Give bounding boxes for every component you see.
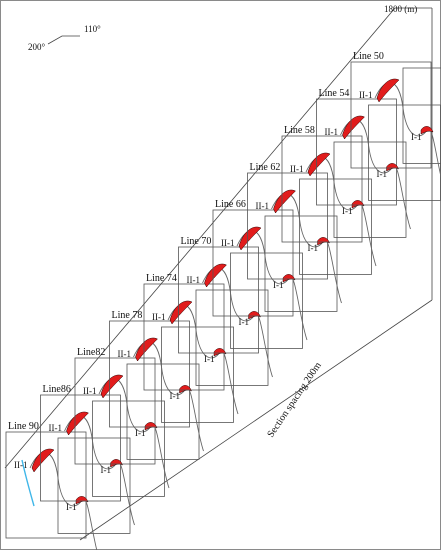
orebody-lower [386,163,399,172]
orebody-upper [31,448,55,473]
orebody-lower-label: I-1 [239,317,250,327]
section-10: Line 54 II-1 I-1 [316,88,441,230]
section-11: Line 50 II-1 I-1 [350,51,441,179]
orebody-lower [179,385,192,394]
top-envelope-edge [4,7,396,469]
orebody-lower [144,422,158,431]
line-label: Line 50 [353,51,384,62]
section-back-box [230,252,303,349]
section-box [350,61,432,169]
section-back-box [333,141,407,238]
section-back-box [161,326,234,423]
section-box [281,135,363,243]
orebody-upper-label: II-1 [49,423,63,433]
section-5: Line 74 II-1 I-1 [143,273,269,415]
orebody-upper [376,78,400,103]
orebody-upper-label: II-1 [290,164,304,174]
section-back-box [299,178,372,275]
spacing-label: Section spacing 200m [265,360,324,440]
orebody-lower-label: I-1 [342,206,353,216]
orebody-upper [135,337,158,362]
orebody-upper-label: II-1 [83,386,97,396]
orebody-lower-label: I-1 [66,502,77,512]
orebody-lower [75,496,89,505]
orebody-lower-label: I-1 [170,391,181,401]
line-label: Line 74 [146,273,177,284]
orebody-upper-label: II-1 [118,349,132,359]
orebody-upper [273,189,296,214]
line-label: Line 78 [112,310,143,321]
orebody-lower [248,311,261,320]
line-label: Line 62 [250,162,281,173]
section-box [178,246,259,354]
orebody-lower [213,348,227,357]
water-line [21,459,35,507]
orebody-upper-label: II-1 [221,238,235,248]
orebody-upper-label: II-1 [256,201,270,211]
line-label: Line86 [43,384,71,395]
orebody-lower-label: I-1 [135,428,146,438]
orebody-lower-label: I-1 [411,132,422,142]
orebody-upper [204,263,227,288]
line-label: Line 54 [319,88,350,99]
orebody-upper-label: II-1 [14,460,28,470]
section-box [109,320,190,428]
orebody-lower-label: I-1 [204,354,215,364]
orebody-upper-label: II-1 [325,127,339,137]
orebody-lower [317,237,330,246]
line-label: Line82 [77,347,105,358]
section-6: Line 70 II-1 I-1 [178,236,303,378]
orebody-upper [238,226,262,251]
section-back-box [92,400,165,497]
orebody-upper [169,300,193,325]
section-1: Line 90 II-1 I-1 [5,421,131,550]
orebody-upper [307,152,331,177]
orebody-lower-label: I-1 [101,465,112,475]
section-back-box [264,215,338,312]
orebody-lower-label: I-1 [377,169,388,179]
section-4: Line 78 II-1 I-1 [109,310,234,452]
orebody-upper [66,411,89,436]
orebody-lower [420,126,434,135]
section-back-box [57,437,131,534]
section-box [143,283,225,391]
orebody-lower-label: I-1 [273,280,284,290]
section-2: Line86 II-1 I-1 [40,384,165,526]
orebody-upper [342,115,365,140]
sections: Line 90 II-1 I-1 Line86 II-1 I-1 Line82 II-1 I-1… [5,51,441,550]
section-3: Line82 II-1 I-1 [74,347,200,489]
section-box [247,172,328,280]
orebody-upper-label: II-1 [152,312,166,322]
orebody-upper-label: II-1 [359,90,373,100]
orientation-right: 110° [84,24,101,34]
orebody-lower-label: I-1 [308,243,319,253]
line-label: Line 90 [8,421,39,432]
section-back-box [402,67,441,164]
orebody-lower [351,200,365,209]
section-8: Line 62 II-1 I-1 [247,162,372,304]
section-box [5,431,87,539]
front-right-edge [79,299,433,541]
orebody-lower [110,459,123,468]
section-box [316,98,397,206]
section-back-box [195,289,269,386]
section-7: Line 66 II-1 I-1 [212,199,338,341]
orientation-mark: 200° 110° [28,24,101,52]
section-box [212,209,294,317]
line-label: Line 58 [284,125,315,136]
elevation-label: 1800 (m) [384,4,417,14]
section-back-box [126,363,200,460]
line-label: Line 66 [215,199,246,210]
section-box [40,394,121,502]
section-box [74,357,156,465]
orebody-lower [282,274,296,283]
orientation-left: 200° [28,42,46,52]
orebody-upper-label: II-1 [187,275,201,285]
line-label: Line 70 [181,236,212,247]
section-back-box [368,104,441,201]
orebody-upper [100,374,124,399]
section-9: Line 58 II-1 I-1 [281,125,407,267]
